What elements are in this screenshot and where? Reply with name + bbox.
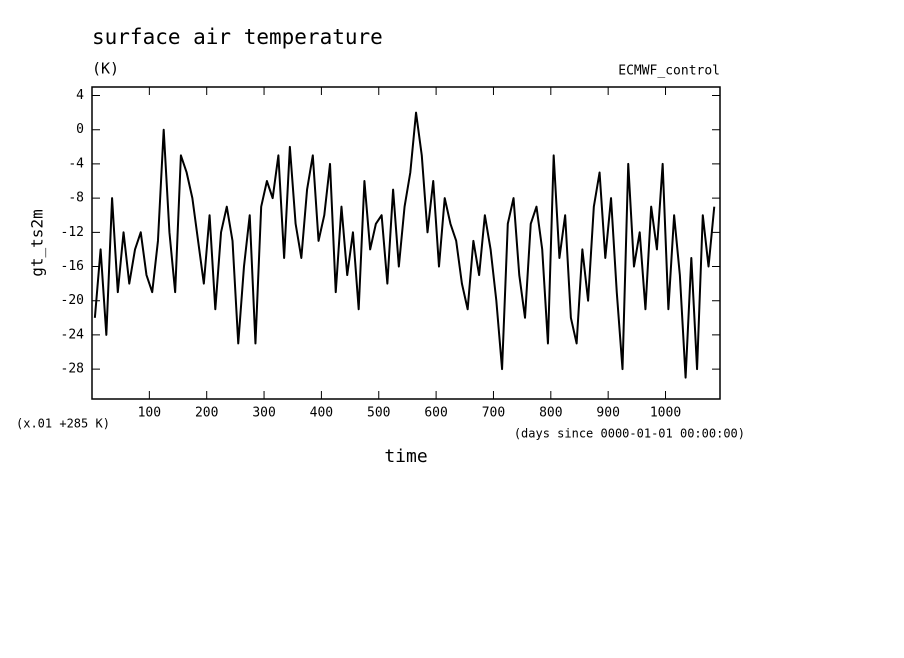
plot-frame <box>91 86 721 400</box>
y-tick-label: 0 <box>76 122 84 137</box>
y-tick-label: -4 <box>68 156 84 171</box>
x-tick-label: 900 <box>596 406 619 421</box>
y-tick-label: -16 <box>61 259 84 274</box>
x-tick-label: 200 <box>195 406 218 421</box>
y-tick-label: 4 <box>76 88 84 103</box>
x-tick-label: 500 <box>367 406 390 421</box>
x-tick-label: 100 <box>138 406 161 421</box>
x-unit-note: (days since 0000-01-01 00:00:00) <box>514 427 745 441</box>
y-tick-label: -24 <box>61 327 85 342</box>
y-tick-label: -20 <box>61 293 84 308</box>
x-tick-label: 400 <box>310 406 333 421</box>
data-line <box>93 111 716 379</box>
y-unit-note: (x.01 +285 K) <box>16 417 110 431</box>
x-tick-label: 700 <box>482 406 505 421</box>
annotation: ECMWF_control <box>618 64 720 79</box>
x-axis-label: time <box>384 446 427 467</box>
x-tick-label: 600 <box>424 406 447 421</box>
x-tick-label: 300 <box>252 406 275 421</box>
y-tick-label: -28 <box>61 362 84 377</box>
y-tick-label: -12 <box>61 225 84 240</box>
x-tick-label: 1000 <box>650 406 681 421</box>
y-axis-label: gt_ts2m <box>28 209 47 276</box>
y-tick-label: -8 <box>68 191 84 206</box>
chart-title: surface air temperature <box>92 25 383 49</box>
x-tick-label: 800 <box>539 406 562 421</box>
subtitle: (K) <box>92 60 119 78</box>
